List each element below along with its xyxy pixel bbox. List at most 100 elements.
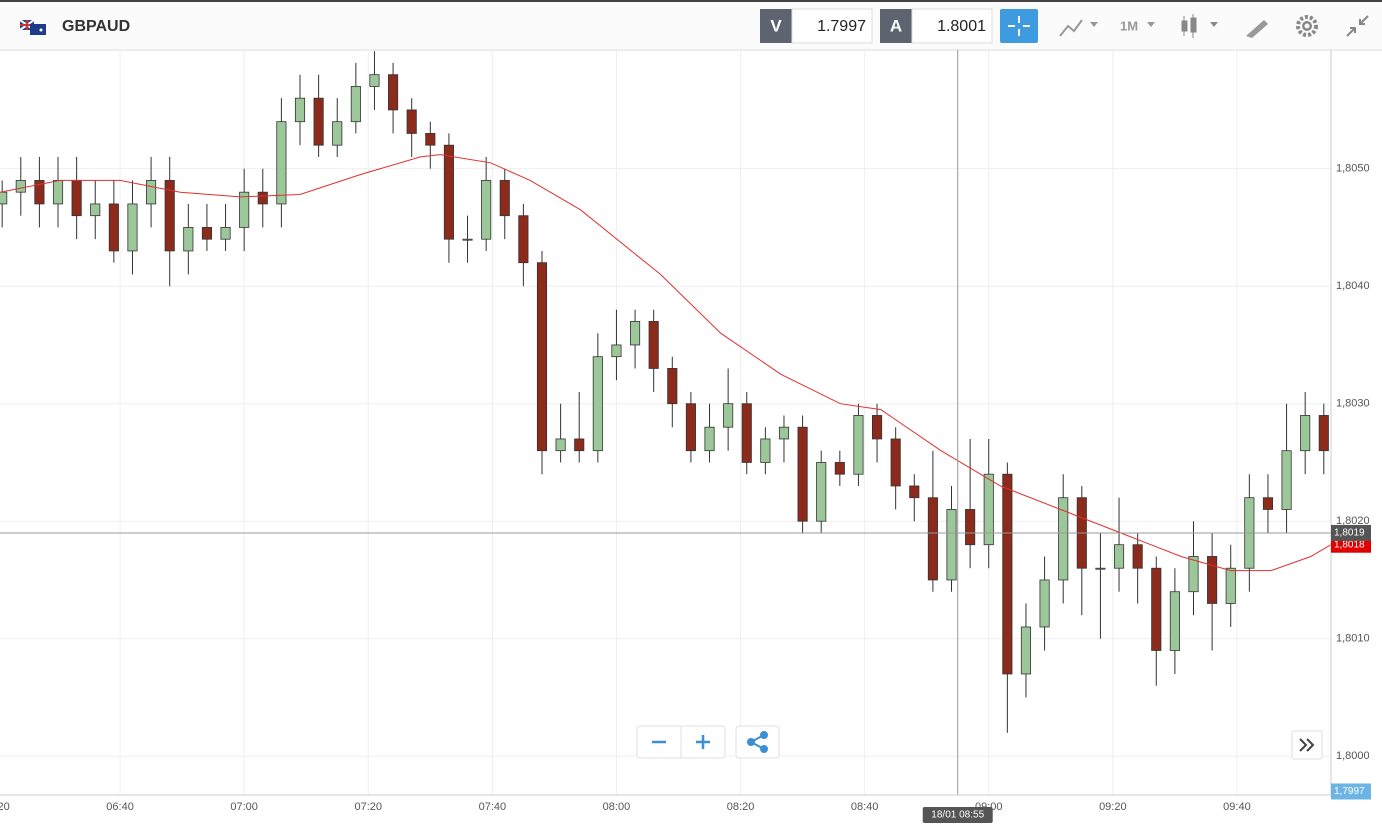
candle-body: [927, 497, 938, 581]
candle-body: [350, 86, 361, 123]
candle-body: [313, 97, 324, 146]
candle-body: [983, 473, 994, 546]
candle-body: [294, 97, 306, 123]
zoom-controls: [636, 725, 780, 759]
candle-body: [797, 426, 808, 522]
candle-body: [90, 203, 101, 217]
x-tick-label: 08:40: [851, 801, 879, 813]
candle-body: [1058, 497, 1069, 581]
bid: 1.7997: [817, 18, 866, 35]
candle-body: [462, 238, 473, 241]
candle-body: [257, 191, 268, 205]
bid-label: 1,7997: [1334, 786, 1365, 797]
candle-body: [1132, 544, 1143, 569]
candle-body: [816, 462, 827, 522]
candle-body: [890, 438, 901, 487]
candle-type-button[interactable]: [1181, 14, 1218, 38]
candle-body: [146, 180, 157, 205]
y-tick-label: 1,8010: [1336, 633, 1370, 645]
candle-body: [667, 368, 678, 405]
y-tick-label: 1,8030: [1336, 398, 1370, 410]
candle-body: [481, 180, 492, 240]
candle-body: [276, 121, 287, 205]
candle-body: [108, 203, 119, 252]
candle-body: [1318, 415, 1329, 452]
candle-body: [201, 227, 212, 240]
candle-body: [1262, 497, 1274, 510]
x-tick-label: 07:20: [354, 801, 382, 813]
candle-body: [183, 227, 194, 252]
chart-type-button[interactable]: [1059, 19, 1098, 37]
candle-body: [127, 203, 138, 252]
candle-body: [946, 509, 957, 581]
candle-body: [1002, 473, 1013, 675]
zoom-in[interactable]: [696, 735, 710, 749]
ask-box: [911, 8, 993, 44]
candle-body: [648, 321, 659, 369]
candle-body: [34, 180, 45, 205]
y-tick-label: 1,8020: [1336, 515, 1370, 527]
y-tick-label: 1,8000: [1336, 750, 1370, 762]
x-tick-label: 08:20: [727, 801, 755, 813]
candle-body: [536, 262, 548, 452]
candle-body: [965, 509, 976, 546]
candle-body: [872, 415, 883, 440]
candle-body: [164, 180, 175, 252]
crosshair-label-bg: [922, 807, 993, 823]
x-tick-label: 06:20: [0, 801, 10, 813]
candle-body: [741, 403, 752, 463]
candle-body: [239, 191, 250, 228]
candle-body: [592, 356, 603, 452]
ask-letter-box: [880, 9, 912, 43]
price-label: 1,8019: [1334, 528, 1365, 539]
candle-body: [704, 426, 715, 452]
candle-body: [760, 438, 771, 463]
candle-body: [443, 144, 454, 240]
candle-body: [778, 426, 790, 440]
share-box: [735, 725, 780, 759]
candle-body: [1188, 556, 1199, 593]
candle-body: [388, 74, 399, 111]
price-label-bg: [1331, 524, 1371, 541]
x-tick-label: 06:40: [106, 801, 134, 813]
bid-letter: V: [770, 16, 782, 35]
settings-button[interactable]: [1296, 15, 1318, 37]
interval-caret[interactable]: [1147, 22, 1155, 27]
header: [0, 2, 1382, 50]
candle-body: [425, 133, 436, 146]
candle-body: [0, 191, 8, 205]
candle-body: [555, 438, 566, 452]
x-tick-label: 07:40: [479, 801, 507, 813]
candle-body: [369, 74, 380, 87]
share[interactable]: [747, 731, 768, 753]
x-tick-label: 07:00: [230, 801, 258, 813]
candle-body: [406, 109, 417, 134]
draw-button[interactable]: [1246, 20, 1268, 38]
candle-body: [220, 227, 231, 240]
candle-body: [1151, 567, 1162, 651]
candle-body: [332, 121, 343, 146]
candle-body: [1281, 450, 1292, 510]
ask-letter: A: [890, 16, 902, 35]
candle-body: [52, 180, 64, 205]
symbol: GBPAUD: [62, 18, 130, 35]
crosshair-button[interactable]: [1000, 9, 1038, 43]
y-tick-label: 1,8040: [1336, 280, 1370, 292]
candle-body: [574, 438, 585, 452]
candle-body: [909, 485, 920, 499]
candle-body: [1225, 567, 1236, 604]
collapse-button[interactable]: [1346, 15, 1369, 37]
bid-letter-box: [760, 9, 792, 43]
interval[interactable]: 1M: [1120, 18, 1138, 33]
crosshair-label: 18/01 08:55: [931, 810, 984, 821]
candle-body: [1095, 567, 1106, 570]
moving-average: [0, 154, 1332, 572]
candle-body: [1039, 579, 1050, 628]
candle-body: [834, 462, 845, 475]
scroll-right[interactable]: [1291, 730, 1323, 760]
candle-body: [630, 321, 641, 346]
x-tick-label: 09:40: [1223, 801, 1251, 813]
x-tick-label: 09:20: [1099, 801, 1127, 813]
